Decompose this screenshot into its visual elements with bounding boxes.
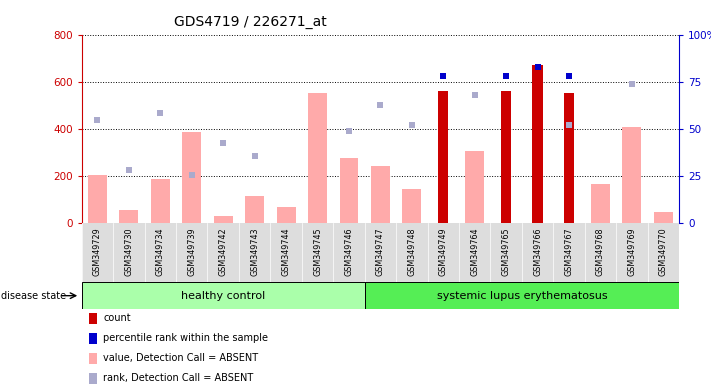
Text: GSM349744: GSM349744 [282, 227, 291, 276]
Text: disease state: disease state [1, 291, 66, 301]
Text: GSM349770: GSM349770 [659, 227, 668, 276]
Bar [465, 151, 484, 223]
Text: count: count [103, 313, 131, 323]
Text: GSM349739: GSM349739 [187, 227, 196, 276]
Text: rank, Detection Call = ABSENT: rank, Detection Call = ABSENT [103, 373, 253, 383]
Text: systemic lupus erythematosus: systemic lupus erythematosus [437, 291, 607, 301]
Text: GSM349746: GSM349746 [344, 227, 353, 276]
Bar [308, 93, 327, 223]
Text: GDS4719 / 226271_at: GDS4719 / 226271_at [174, 15, 327, 29]
Bar [402, 189, 421, 223]
Text: GSM349748: GSM349748 [407, 227, 417, 276]
Bar [340, 158, 358, 223]
Bar [82, 282, 365, 309]
Text: GSM349745: GSM349745 [313, 227, 322, 276]
Bar [438, 91, 449, 223]
Text: percentile rank within the sample: percentile rank within the sample [103, 333, 268, 343]
Bar [501, 91, 511, 223]
Text: value, Detection Call = ABSENT: value, Detection Call = ABSENT [103, 353, 258, 363]
Text: GSM349747: GSM349747 [376, 227, 385, 276]
Text: GSM349769: GSM349769 [627, 227, 636, 276]
Text: GSM349734: GSM349734 [156, 227, 165, 276]
Text: GSM349743: GSM349743 [250, 227, 259, 276]
Text: GSM349730: GSM349730 [124, 227, 134, 276]
Bar [622, 127, 641, 223]
Bar [365, 282, 679, 309]
Text: GSM349742: GSM349742 [219, 227, 228, 276]
Text: healthy control: healthy control [181, 291, 265, 301]
Text: GSM349749: GSM349749 [439, 227, 448, 276]
Bar [182, 132, 201, 223]
Bar [88, 174, 107, 223]
Bar [245, 196, 264, 223]
Text: GSM349768: GSM349768 [596, 227, 605, 276]
Bar [371, 166, 390, 223]
Bar [277, 207, 296, 223]
Text: GSM349767: GSM349767 [565, 227, 574, 276]
Bar [151, 179, 170, 223]
Bar [533, 65, 542, 223]
Bar [119, 210, 139, 223]
Bar [654, 212, 673, 223]
Bar [564, 93, 574, 223]
Bar [591, 184, 610, 223]
Text: GSM349765: GSM349765 [502, 227, 510, 276]
Text: GSM349766: GSM349766 [533, 227, 542, 276]
Text: GSM349764: GSM349764 [470, 227, 479, 276]
Text: GSM349729: GSM349729 [93, 227, 102, 276]
Bar [214, 216, 232, 223]
